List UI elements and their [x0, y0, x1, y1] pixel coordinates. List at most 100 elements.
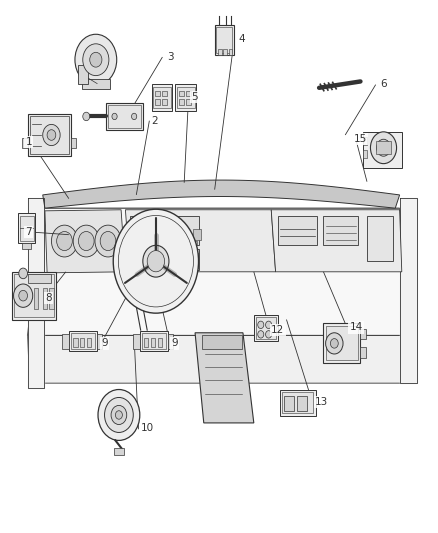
Bar	[254, 316, 278, 341]
Text: 9: 9	[102, 338, 108, 349]
Bar	[69, 331, 97, 351]
Circle shape	[371, 132, 396, 164]
Polygon shape	[271, 210, 402, 272]
Polygon shape	[28, 198, 44, 389]
Polygon shape	[28, 208, 417, 335]
Circle shape	[265, 321, 272, 328]
Bar	[152, 84, 173, 111]
Polygon shape	[125, 210, 276, 272]
Text: 9: 9	[171, 338, 178, 349]
Bar	[22, 138, 28, 148]
Circle shape	[113, 209, 198, 313]
Bar	[144, 229, 152, 240]
Bar	[144, 337, 148, 347]
Bar	[162, 100, 167, 105]
Bar	[141, 333, 166, 349]
Bar	[28, 114, 71, 156]
Text: 14: 14	[350, 322, 363, 333]
Circle shape	[112, 114, 117, 119]
Bar	[179, 100, 184, 105]
Circle shape	[116, 411, 122, 419]
Bar	[363, 132, 402, 168]
Text: 10: 10	[141, 423, 154, 433]
Bar	[43, 288, 47, 309]
Polygon shape	[399, 198, 417, 383]
Bar	[367, 216, 393, 261]
Bar	[80, 337, 84, 347]
Text: 5: 5	[191, 92, 198, 102]
Text: 1: 1	[25, 137, 32, 147]
Bar	[193, 229, 201, 240]
Bar	[82, 79, 110, 89]
Bar	[20, 216, 34, 240]
Circle shape	[265, 330, 272, 338]
Bar	[162, 91, 167, 96]
Text: 12: 12	[271, 325, 284, 335]
Bar	[155, 91, 160, 96]
Bar	[34, 288, 39, 309]
Bar	[155, 100, 160, 105]
Text: 3: 3	[167, 52, 173, 62]
Bar	[360, 328, 366, 339]
Bar	[325, 326, 358, 360]
Bar	[106, 103, 143, 130]
Bar	[201, 335, 242, 349]
Circle shape	[14, 284, 33, 308]
Bar	[229, 49, 232, 55]
Bar	[168, 334, 173, 349]
Bar	[360, 347, 366, 358]
Bar	[71, 333, 95, 349]
Bar	[363, 150, 367, 158]
Circle shape	[57, 231, 72, 251]
Bar	[22, 243, 31, 249]
Text: 15: 15	[354, 134, 367, 144]
Bar	[71, 138, 76, 148]
Bar	[130, 249, 199, 270]
Bar	[216, 27, 233, 53]
Circle shape	[83, 44, 109, 76]
Bar	[186, 100, 191, 105]
Circle shape	[111, 406, 127, 424]
Bar	[363, 137, 367, 144]
Circle shape	[73, 225, 99, 257]
Bar	[376, 141, 391, 154]
Bar	[132, 241, 197, 245]
Bar	[176, 84, 196, 111]
Circle shape	[258, 321, 264, 328]
Bar	[158, 337, 162, 347]
Polygon shape	[43, 180, 399, 208]
Circle shape	[51, 225, 78, 257]
Bar	[28, 274, 51, 284]
Bar	[218, 49, 222, 55]
Bar	[323, 323, 360, 363]
Bar	[87, 337, 92, 347]
Bar	[30, 116, 69, 154]
Bar	[97, 334, 102, 349]
Circle shape	[95, 225, 121, 257]
Bar	[12, 272, 56, 319]
Circle shape	[377, 139, 391, 156]
Bar	[153, 87, 171, 108]
Circle shape	[147, 251, 165, 272]
Bar	[14, 274, 53, 317]
Bar	[179, 91, 184, 96]
Circle shape	[47, 130, 56, 140]
Bar	[132, 229, 140, 240]
Text: 8: 8	[45, 293, 52, 303]
Circle shape	[19, 268, 28, 279]
Circle shape	[118, 215, 194, 307]
Bar	[78, 65, 88, 84]
Bar	[188, 253, 198, 268]
Bar	[114, 448, 124, 455]
Circle shape	[258, 330, 264, 338]
Bar	[156, 229, 164, 240]
Bar	[108, 105, 141, 128]
Circle shape	[100, 231, 116, 251]
Bar	[186, 91, 191, 96]
Text: 6: 6	[380, 78, 387, 88]
Circle shape	[19, 290, 28, 301]
Bar	[140, 331, 168, 351]
Circle shape	[78, 231, 94, 251]
Bar	[169, 229, 177, 240]
Bar	[151, 253, 160, 268]
